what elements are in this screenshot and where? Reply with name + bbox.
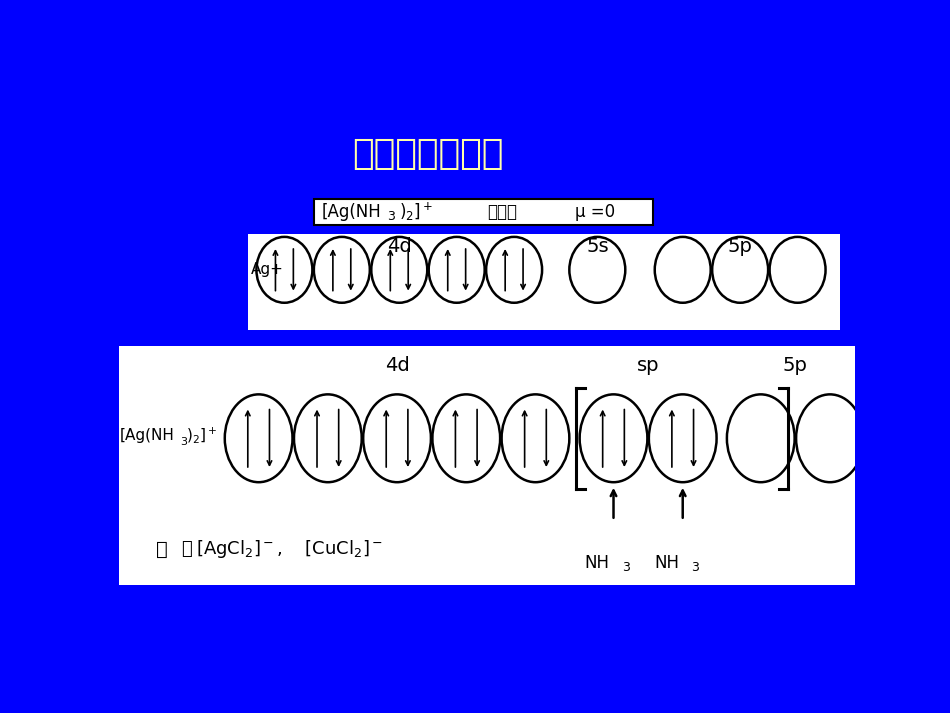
Ellipse shape — [649, 394, 716, 482]
Text: )$_2$]$^+$: )$_2$]$^+$ — [186, 426, 218, 446]
Bar — [314, 199, 653, 225]
Ellipse shape — [712, 237, 769, 303]
Ellipse shape — [363, 394, 431, 482]
Text: [Ag(NH: [Ag(NH — [321, 202, 381, 221]
Text: NH: NH — [654, 554, 679, 573]
Ellipse shape — [580, 394, 647, 482]
Ellipse shape — [256, 237, 313, 303]
Ellipse shape — [502, 394, 569, 482]
Text: 3: 3 — [691, 561, 699, 574]
Text: 3: 3 — [180, 436, 187, 446]
Ellipse shape — [225, 394, 293, 482]
Ellipse shape — [294, 394, 362, 482]
Ellipse shape — [796, 394, 864, 482]
Ellipse shape — [428, 237, 484, 303]
Text: NH: NH — [585, 554, 610, 573]
Ellipse shape — [371, 237, 428, 303]
Text: 3: 3 — [622, 561, 630, 574]
Ellipse shape — [569, 237, 625, 303]
Ellipse shape — [486, 237, 542, 303]
Ellipse shape — [314, 237, 370, 303]
Ellipse shape — [727, 394, 794, 482]
Text: [Ag(NH: [Ag(NH — [120, 428, 175, 443]
Text: ：: ： — [181, 540, 192, 558]
Text: μ =0: μ =0 — [576, 202, 616, 221]
Ellipse shape — [655, 237, 711, 303]
Text: 5p: 5p — [783, 356, 808, 375]
Text: 直线形: 直线形 — [486, 202, 517, 221]
Text: 4d: 4d — [387, 237, 411, 256]
Text: sp: sp — [636, 356, 659, 375]
Text: Ag+: Ag+ — [251, 262, 284, 277]
Text: 4d: 4d — [385, 356, 409, 375]
Text: [AgCl$_2$]$^-$,    [CuCl$_2$]$^-$: [AgCl$_2$]$^-$, [CuCl$_2$]$^-$ — [196, 538, 383, 560]
Text: )$_2$]$^+$: )$_2$]$^+$ — [399, 200, 432, 223]
Bar — [119, 347, 855, 585]
Text: 5p: 5p — [728, 237, 752, 256]
Text: 例: 例 — [156, 540, 167, 559]
Text: 二配位的配合物: 二配位的配合物 — [352, 137, 504, 171]
Ellipse shape — [432, 394, 500, 482]
Ellipse shape — [770, 237, 826, 303]
Text: 5s: 5s — [586, 237, 609, 256]
Text: 3: 3 — [388, 210, 395, 222]
Bar — [248, 234, 840, 330]
